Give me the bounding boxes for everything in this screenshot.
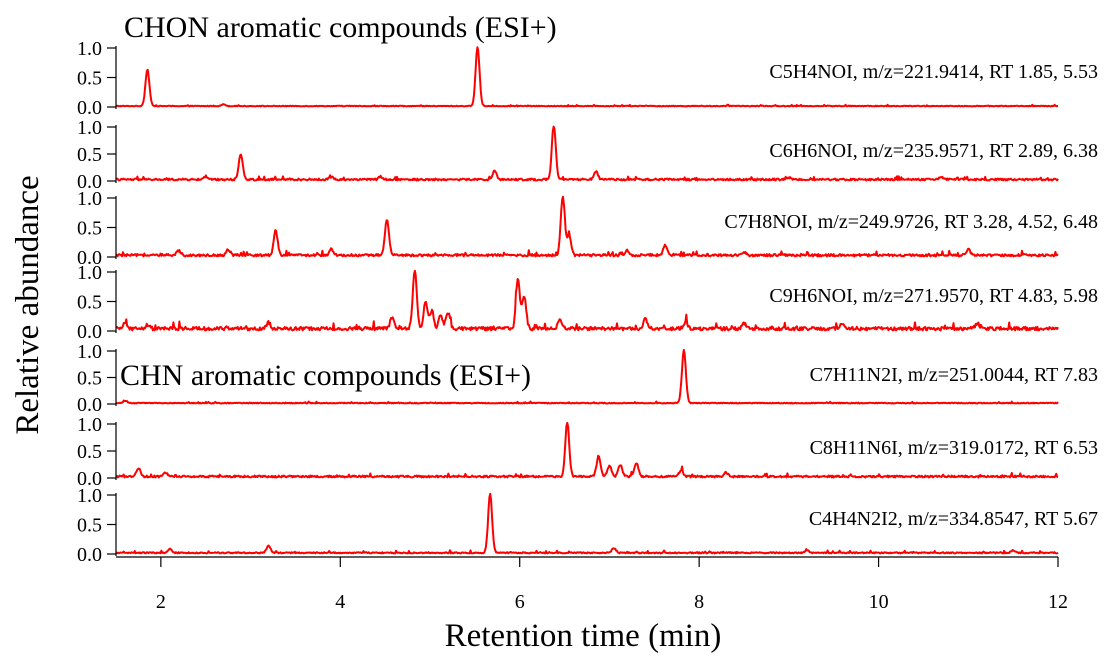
y-axis-title: Relative abundance [10, 175, 46, 434]
trace-label-7: C4H4N2I2, m/z=334.8547, RT 5.67 [809, 508, 1098, 530]
x-tick-label: 2 [156, 591, 166, 613]
axis-layer [107, 46, 1059, 567]
y-tick-label: 0.5 [77, 292, 102, 314]
y-tick-label: 0.0 [77, 97, 102, 119]
trace-line-3 [115, 195, 1059, 258]
y-tick-label: 0.0 [77, 468, 102, 490]
trace-line-4 [115, 269, 1059, 332]
y-tick-label: 1.0 [77, 485, 102, 507]
y-tick-label: 0.0 [77, 171, 102, 193]
y-tick-label: 1.0 [77, 341, 102, 363]
group-title-1: CHON aromatic compounds (ESI+) [124, 11, 557, 44]
trace-line-5 [115, 348, 1059, 405]
y-tick-label: 0.5 [77, 68, 102, 90]
y-tick-label: 0.0 [77, 394, 102, 416]
y-tick-label: 0.0 [77, 247, 102, 269]
x-axis-title: Retention time (min) [445, 618, 722, 654]
trace-line-2 [115, 125, 1059, 182]
y-tick-label: 1.0 [77, 117, 102, 139]
y-tick-label: 0.5 [77, 515, 102, 537]
group-title-2: CHN aromatic compounds (ESI+) [120, 359, 531, 392]
trace-label-5: C7H11N2I, m/z=251.0044, RT 7.83 [810, 364, 1098, 386]
y-tick-label: 0.5 [77, 218, 102, 240]
y-tick-label: 0.5 [77, 441, 102, 463]
trace-line-7 [115, 492, 1059, 555]
trace-line-1 [115, 46, 1059, 108]
x-tick-label: 4 [335, 591, 345, 613]
trace-line-6 [115, 421, 1059, 479]
trace-layer [115, 46, 1059, 555]
label-layer: Relative abundance Retention time (min) … [10, 11, 1098, 654]
y-tick-label: 1.0 [77, 188, 102, 210]
x-tick-label: 6 [515, 591, 525, 613]
y-tick-label: 1.0 [77, 262, 102, 284]
y-tick-label: 0.0 [77, 544, 102, 566]
trace-label-3: C7H8NOI, m/z=249.9726, RT 3.28, 4.52, 6.… [724, 211, 1098, 233]
trace-label-2: C6H6NOI, m/z=235.9571, RT 2.89, 6.38 [769, 140, 1098, 162]
y-tick-label: 1.0 [77, 414, 102, 436]
y-tick-label: 1.0 [77, 38, 102, 60]
y-tick-label: 0.0 [77, 321, 102, 343]
x-tick-label: 8 [694, 591, 704, 613]
x-tick-label: 10 [869, 591, 889, 613]
trace-label-4: C9H6NOI, m/z=271.9570, RT 4.83, 5.98 [769, 285, 1098, 307]
trace-label-1: C5H4NOI, m/z=221.9414, RT 1.85, 5.53 [769, 61, 1098, 83]
y-tick-label: 0.5 [77, 368, 102, 390]
trace-label-6: C8H11N6I, m/z=319.0172, RT 6.53 [810, 437, 1098, 459]
y-tick-label: 0.5 [77, 144, 102, 166]
x-tick-label: 12 [1048, 591, 1068, 613]
